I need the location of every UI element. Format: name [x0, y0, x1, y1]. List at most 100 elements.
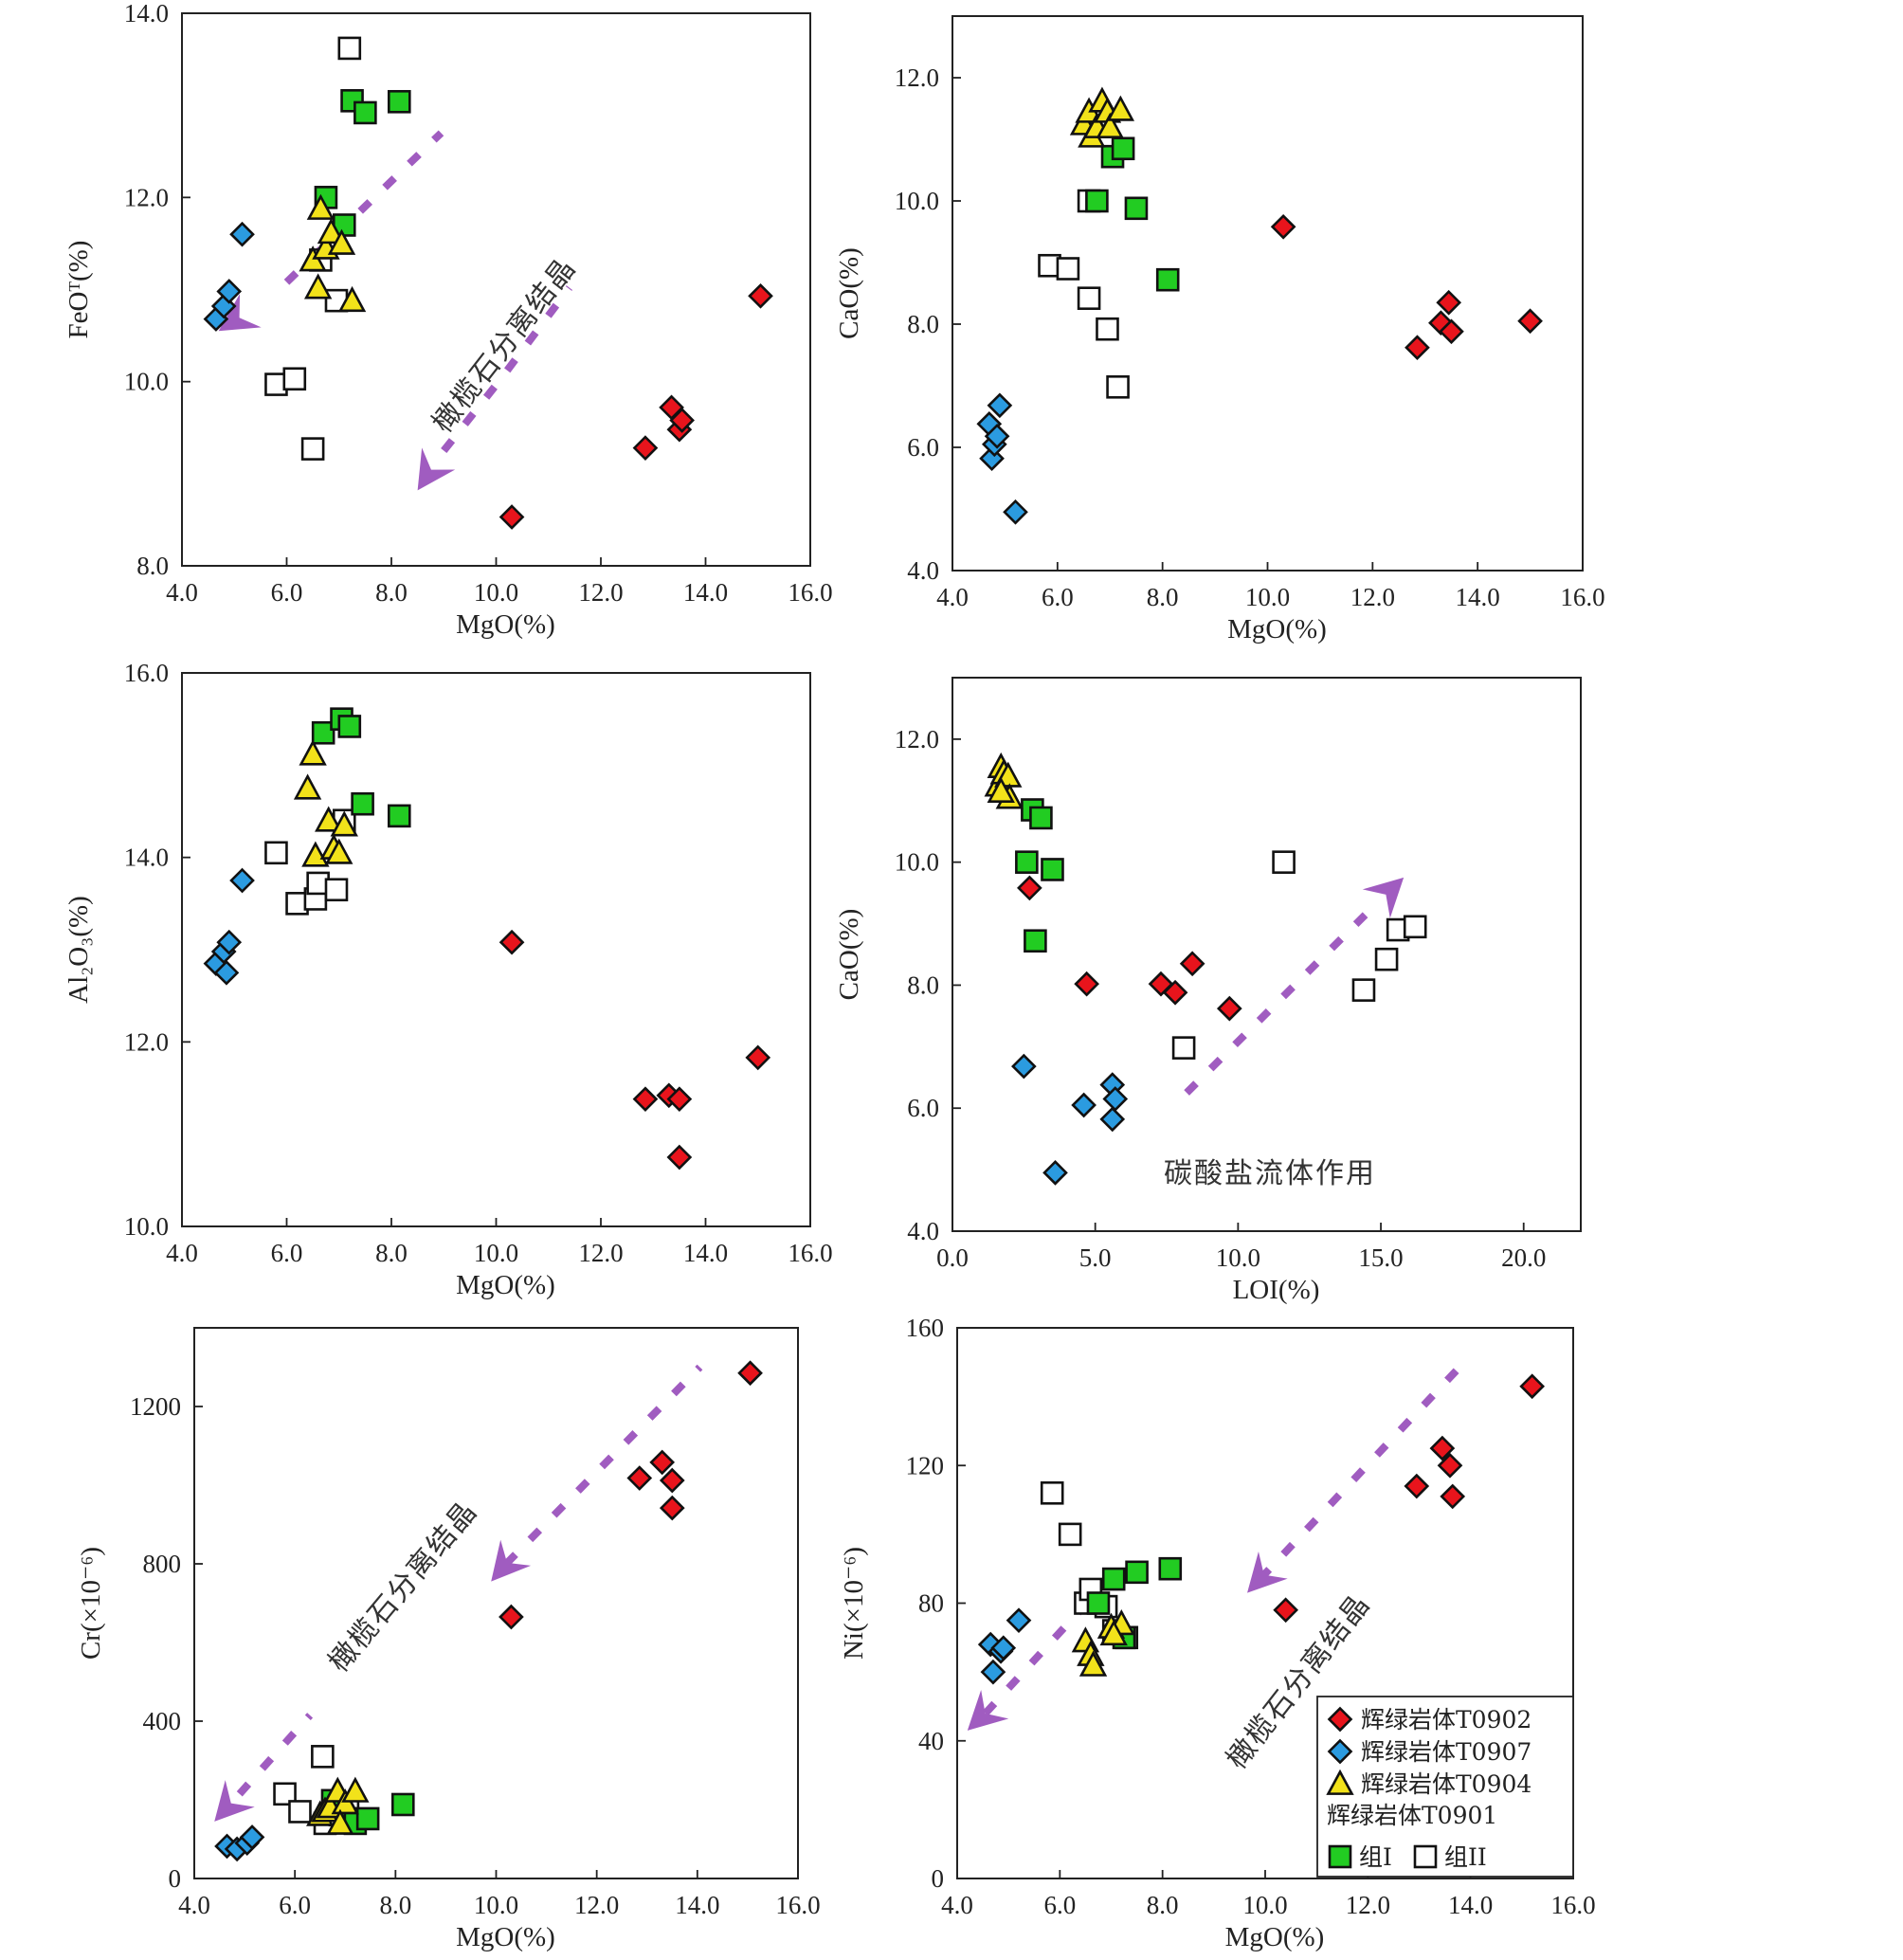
data-point-group1	[1111, 136, 1135, 161]
legend-marker-T0902	[1327, 1706, 1353, 1733]
x-tick-label: 15.0	[1358, 1243, 1403, 1272]
data-point-group1	[1155, 267, 1180, 292]
chart-panel-p3: 4.0 6.0 8.0 10.0 12.0 14.0 16.0 10.0 12.0 14.0 16.…	[63, 659, 833, 1300]
data-point-T0904	[326, 1808, 354, 1835]
y-tick-label: 8.0	[907, 971, 939, 999]
data-point-T0907	[980, 1659, 1006, 1685]
data-point-T0904	[1106, 95, 1135, 121]
data-point-T0902	[498, 504, 525, 530]
x-tick-label: 4.0	[178, 1891, 210, 1919]
y-tick-label: 12.0	[124, 1027, 169, 1056]
data-point-group2	[311, 1745, 335, 1769]
y-axis-label: Al₂O₃(%)	[63, 896, 94, 1004]
data-point-T0902	[1162, 979, 1188, 1006]
data-point-T0902	[498, 929, 525, 955]
data-point-group2	[1171, 1036, 1196, 1060]
x-tick-label: 12.0	[1350, 583, 1395, 611]
x-tick-label: 10.0	[1242, 1891, 1287, 1919]
data-point-T0907	[987, 392, 1013, 419]
data-point-group1	[1041, 858, 1064, 881]
data-point-group1	[355, 1806, 380, 1831]
y-tick-label: 12.0	[895, 725, 939, 753]
data-point-T0902	[748, 282, 773, 309]
legend-marker-group1	[1328, 1844, 1352, 1869]
data-point-T0904	[1078, 1650, 1108, 1677]
data-point-T0902	[626, 1465, 653, 1491]
y-tick-label: 10.0	[895, 187, 939, 215]
data-point-group1	[311, 720, 335, 745]
x-axis-label: MgO(%)	[1225, 1922, 1325, 1952]
y-tick-label: 8.0	[136, 552, 169, 580]
y-axis-label: FeOᵀ(%)	[63, 241, 94, 339]
data-point-T0902	[1273, 1597, 1299, 1624]
data-point-group2	[1374, 947, 1399, 971]
chart-panel-p5: 4.0 6.0 8.0 10.0 12.0 14.0 16.0 0 400 800 1200 MgO(…	[76, 1327, 821, 1952]
data-point-group2	[282, 367, 307, 391]
data-point-group2	[300, 437, 325, 461]
trend-arrow-head	[967, 1690, 1009, 1731]
chart-panel-p1: 4.0 6.0 8.0 10.0 12.0 14.0 16.0 8.0 10.0 12.0 14.0…	[63, 0, 833, 640]
y-tick-label: 800	[143, 1550, 182, 1578]
data-point-T0904	[325, 838, 353, 864]
data-point-group1	[337, 715, 362, 738]
y-tick-label: 40	[918, 1727, 944, 1755]
x-tick-label: 8.0	[1147, 1891, 1179, 1919]
x-tick-label: 10.0	[474, 578, 518, 607]
x-tick-label: 10.0	[474, 1239, 518, 1267]
annotation-text: 橄榄石分离结晶	[322, 1495, 484, 1679]
x-tick-label: 6.0	[271, 1239, 303, 1267]
y-tick-label: 14.0	[124, 0, 169, 27]
data-point-T0904	[987, 776, 1015, 803]
data-point-T0902	[1405, 335, 1430, 361]
data-point-T0902	[1436, 289, 1462, 316]
x-tick-label: 16.0	[1550, 1891, 1595, 1919]
data-point-group1	[1158, 1556, 1183, 1581]
y-tick-label: 160	[906, 1314, 945, 1342]
data-point-T0902	[745, 1044, 771, 1071]
y-axis-label: CaO(%)	[834, 247, 864, 339]
trend-arrow-shaft	[236, 1713, 314, 1797]
data-point-group1	[387, 89, 411, 114]
legend-label-group2: 组II	[1444, 1843, 1487, 1871]
y-tick-label: 4.0	[907, 1217, 939, 1245]
data-point-T0904	[315, 806, 343, 832]
data-point-T0904	[299, 739, 327, 766]
data-point-T0902	[666, 1144, 693, 1171]
y-tick-label: 10.0	[895, 848, 939, 877]
data-point-group2	[324, 878, 349, 902]
y-tick-label: 12.0	[895, 64, 939, 92]
x-tick-label: 8.0	[379, 1891, 411, 1919]
data-point-T0902	[1440, 1483, 1466, 1510]
y-tick-label: 10.0	[124, 368, 169, 396]
x-axis-label: MgO(%)	[1227, 614, 1327, 644]
x-tick-label: 8.0	[375, 1239, 408, 1267]
x-tick-label: 16.0	[788, 578, 832, 607]
x-axis-label: MgO(%)	[456, 1922, 555, 1952]
data-point-T0904	[317, 218, 346, 245]
data-point-T0904	[341, 1776, 370, 1803]
data-point-T0902	[1429, 1435, 1456, 1461]
y-tick-label: 400	[143, 1707, 182, 1735]
y-tick-label: 6.0	[907, 433, 939, 462]
data-point-group2	[1077, 286, 1101, 311]
trend-arrow-shaft	[982, 1607, 1083, 1716]
data-point-T0904	[1096, 112, 1124, 138]
data-point-T0902	[1179, 951, 1205, 977]
data-point-T0907	[984, 423, 1010, 449]
data-point-group2	[1096, 317, 1119, 341]
y-tick-label: 10.0	[124, 1212, 169, 1241]
plot-frame	[952, 15, 1584, 572]
trend-arrow-head	[218, 293, 262, 332]
x-tick-label: 12.0	[1346, 1891, 1390, 1919]
x-axis-label: MgO(%)	[456, 1270, 555, 1300]
data-point-T0902	[1216, 995, 1242, 1022]
data-point-T0907	[1003, 499, 1028, 525]
data-point-T0902	[659, 1467, 685, 1494]
x-tick-label: 5.0	[1079, 1243, 1112, 1272]
data-point-group2	[337, 36, 362, 61]
data-point-T0907	[1099, 1106, 1126, 1133]
data-point-group2	[1106, 374, 1130, 399]
x-tick-label: 10.0	[1216, 1243, 1260, 1272]
data-point-group2	[1040, 1481, 1064, 1505]
legend-group-title: 辉绿岩体T0901	[1327, 1802, 1497, 1829]
